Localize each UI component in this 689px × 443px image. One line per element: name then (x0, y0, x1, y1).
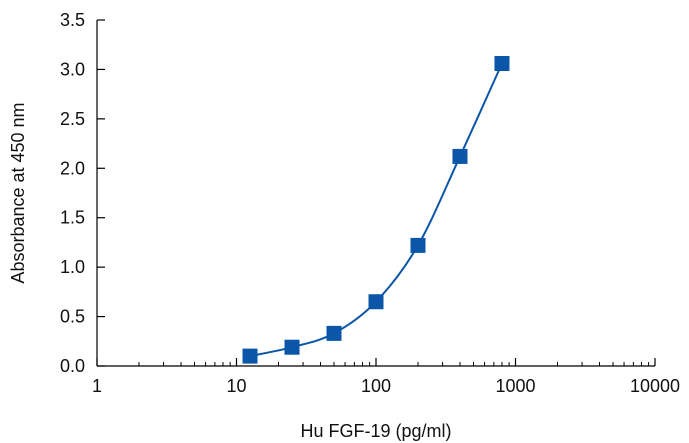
x-tick-label: 1000 (495, 376, 535, 396)
data-point (284, 339, 300, 355)
x-axis: 1 10 100 1000 10000 (92, 358, 680, 396)
y-tick-label: 2.0 (60, 158, 85, 178)
y-tick-label: 1.0 (60, 257, 85, 277)
data-point (326, 325, 342, 341)
y-tick-label: 3.5 (60, 10, 85, 30)
data-point (368, 294, 384, 310)
y-tick-label: 1.5 (60, 208, 85, 228)
y-axis: 0.0 0.5 1.0 1.5 2.0 2.5 3.0 3.5 (60, 10, 105, 376)
y-axis-title: Absorbance at 450 nm (8, 102, 28, 283)
x-tick-label: 10000 (630, 376, 680, 396)
data-point (452, 148, 468, 164)
y-tick-label: 0.0 (60, 356, 85, 376)
x-axis-title: Hu FGF-19 (pg/ml) (300, 421, 451, 441)
y-tick-label: 0.5 (60, 307, 85, 327)
data-point (242, 348, 258, 364)
fit-curve (249, 63, 503, 358)
x-tick-label: 100 (361, 376, 391, 396)
data-point (494, 55, 510, 71)
x-tick-label: 10 (226, 376, 246, 396)
y-tick-label: 2.5 (60, 109, 85, 129)
x-tick-label: 1 (92, 376, 102, 396)
data-series (242, 55, 510, 364)
data-point (410, 237, 426, 253)
y-tick-label: 3.0 (60, 59, 85, 79)
